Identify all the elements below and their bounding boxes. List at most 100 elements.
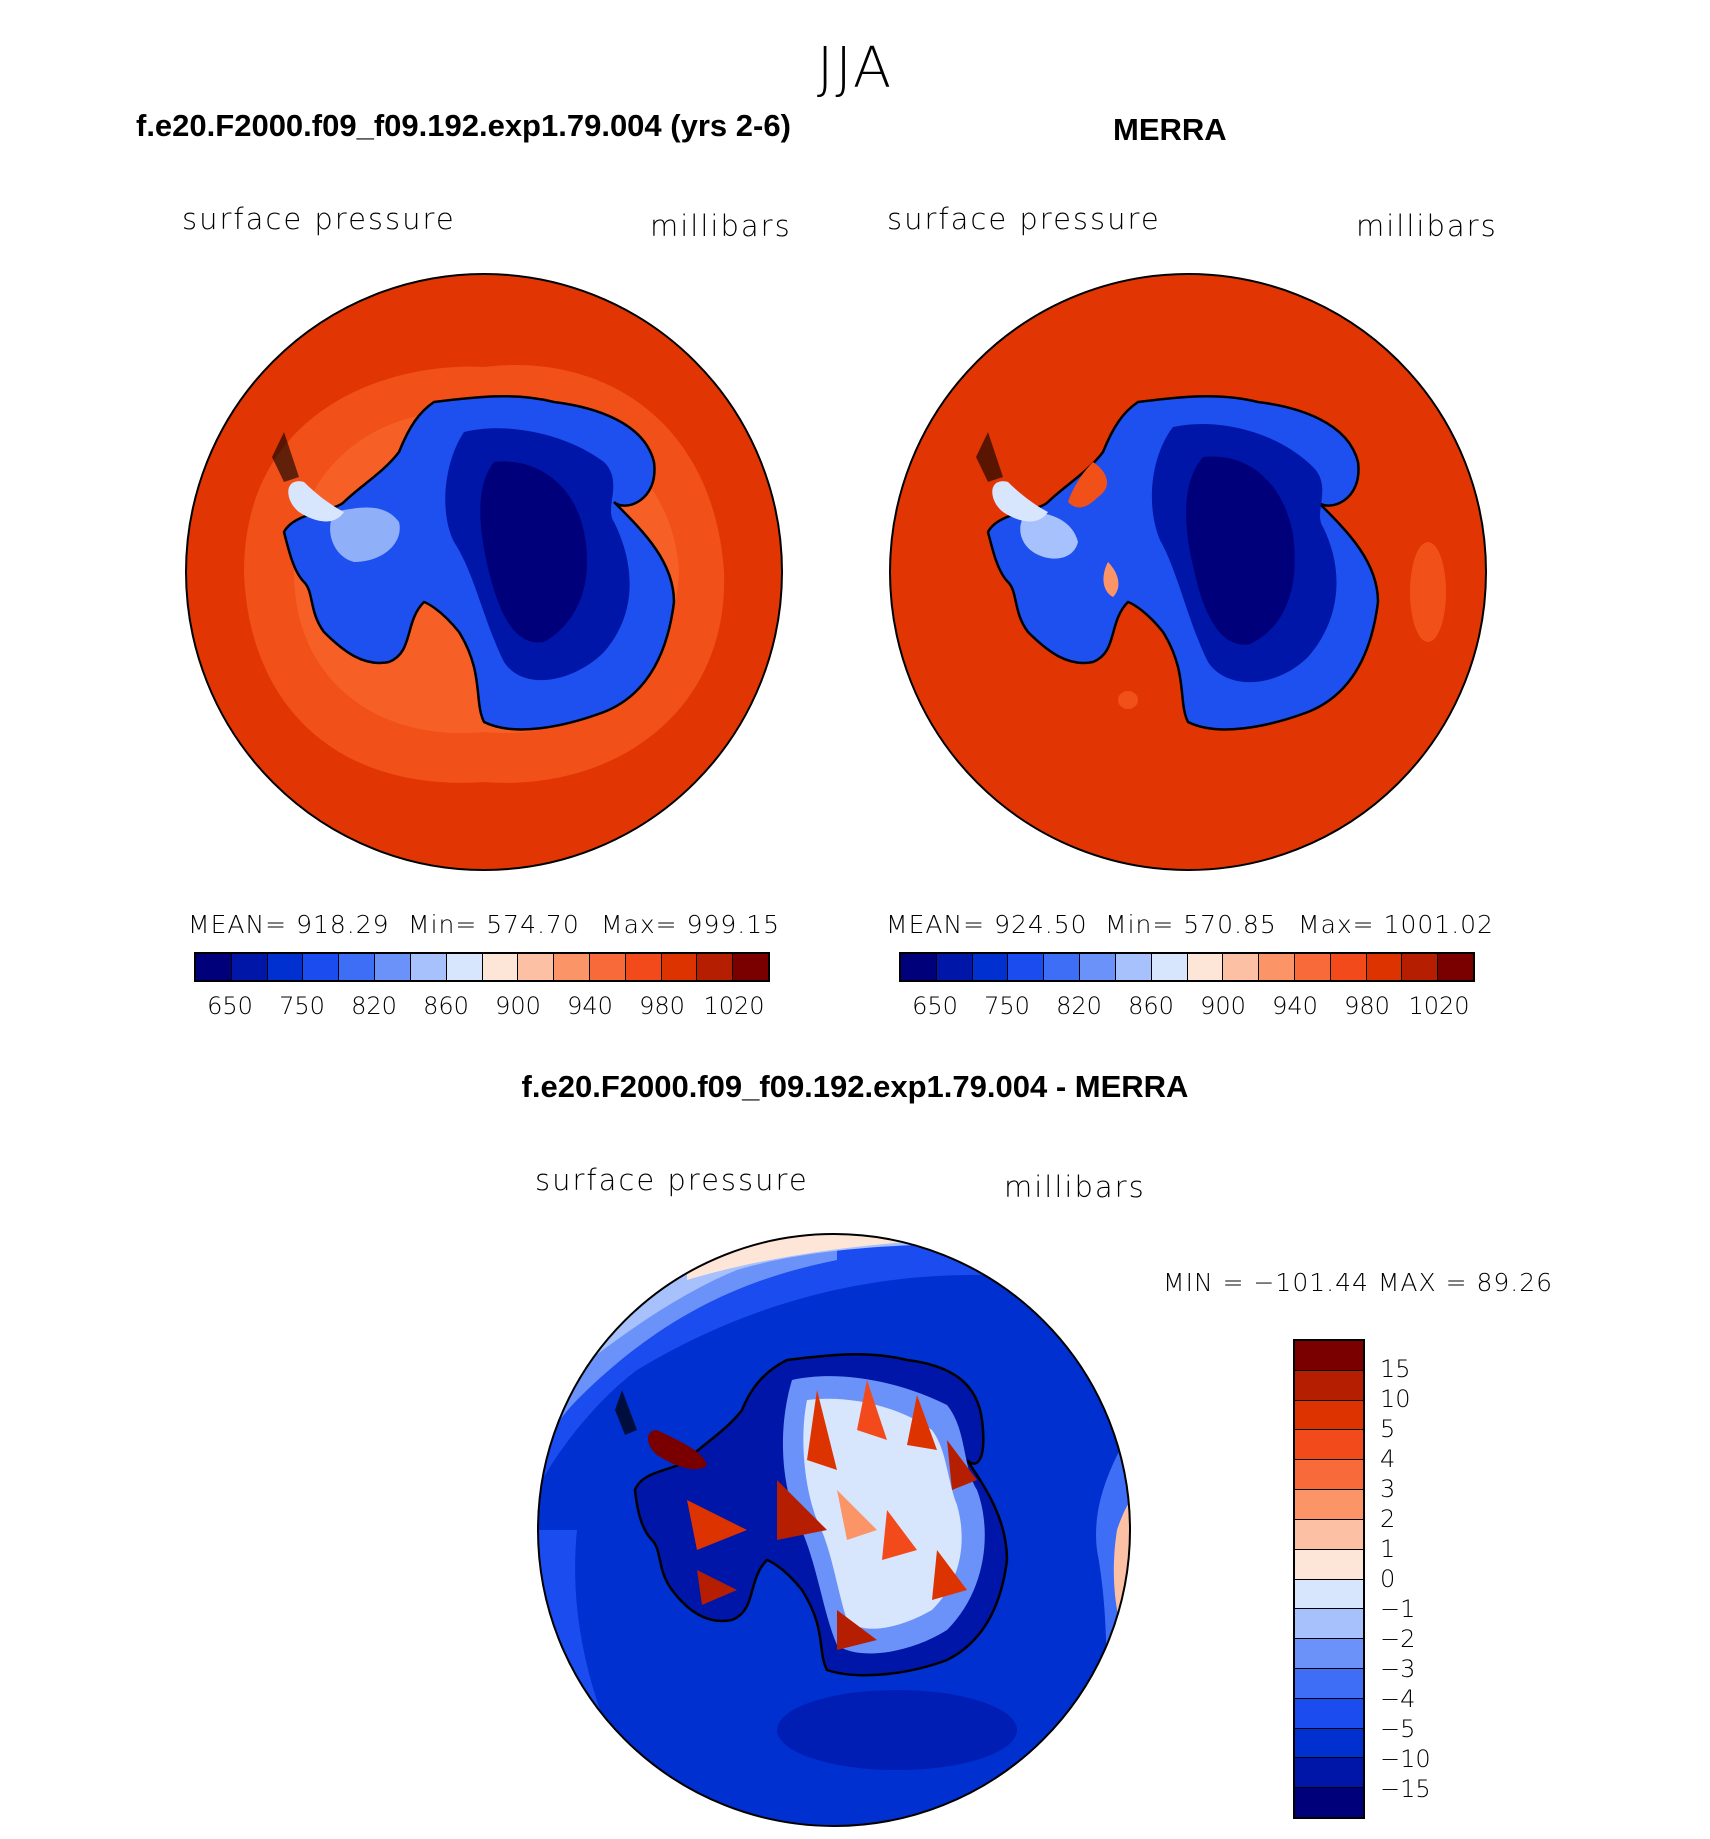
colorbar-swatch xyxy=(1295,1698,1363,1729)
model-mean-stat: MEAN= 918.29 xyxy=(188,910,390,939)
colorbar-swatch xyxy=(1295,1549,1363,1580)
colorbar-swatch xyxy=(1115,954,1152,980)
model-colorbar-tick: 650 xyxy=(207,992,253,1020)
colorbar-swatch xyxy=(697,954,734,980)
model-colorbar-tick: 750 xyxy=(279,992,325,1020)
colorbar-swatch xyxy=(1008,954,1045,980)
diff-colorbar-tick: 2 xyxy=(1380,1505,1396,1533)
diff-colorbar-tick: 4 xyxy=(1380,1445,1396,1473)
diff-colorbar-tick: −15 xyxy=(1380,1775,1431,1803)
colorbar-swatch xyxy=(936,954,973,980)
colorbar-swatch xyxy=(1295,1430,1363,1461)
diff-variable-label: surface pressure xyxy=(535,1163,809,1197)
obs-min-stat: Min= 570.85 xyxy=(1105,910,1277,939)
model-colorbar-tick: 1020 xyxy=(703,992,765,1020)
colorbar-swatch xyxy=(661,954,698,980)
colorbar-swatch xyxy=(1295,1400,1363,1431)
colorbar-swatch xyxy=(410,954,447,980)
obs-panel-title: MERRA xyxy=(1113,112,1227,147)
diff-colorbar-tick: 15 xyxy=(1380,1355,1411,1383)
colorbar-swatch xyxy=(1294,954,1331,980)
model-variable-label: surface pressure xyxy=(182,202,456,236)
colorbar-swatch xyxy=(1080,954,1116,980)
model-map xyxy=(185,273,783,871)
colorbar-swatch xyxy=(196,954,232,980)
colorbar-swatch xyxy=(1295,1579,1363,1610)
colorbar-swatch xyxy=(1295,1490,1363,1520)
model-colorbar-tick: 820 xyxy=(351,992,397,1020)
model-max-stat: Max= 999.15 xyxy=(601,910,781,939)
obs-colorbar-tick: 940 xyxy=(1272,992,1318,1020)
diff-colorbar-tick: −5 xyxy=(1380,1715,1416,1743)
colorbar-swatch xyxy=(901,954,937,980)
colorbar-swatch xyxy=(1295,1609,1363,1640)
obs-colorbar-tick: 900 xyxy=(1200,992,1246,1020)
colorbar-swatch xyxy=(339,954,376,980)
diff-minmax-stat: MIN = −101.44 MAX = 89.26 xyxy=(1163,1268,1554,1297)
obs-colorbar-tick: 980 xyxy=(1344,992,1390,1020)
diff-colorbar-tick: −4 xyxy=(1380,1685,1416,1713)
diff-panel-title: f.e20.F2000.f09_f09.192.exp1.79.004 - ME… xyxy=(521,1069,1189,1104)
colorbar-swatch xyxy=(1295,1758,1363,1789)
colorbar-swatch xyxy=(972,954,1009,980)
model-panel-title: f.e20.F2000.f09_f09.192.exp1.79.004 (yrs… xyxy=(136,108,791,143)
colorbar-swatch xyxy=(1295,1460,1363,1491)
colorbar-swatch xyxy=(1295,1668,1363,1699)
diff-units-label: millibars xyxy=(1004,1170,1146,1204)
model-colorbar-tick: 860 xyxy=(423,992,469,1020)
diff-colorbar-tick: 5 xyxy=(1380,1415,1396,1443)
diff-colorbar-tick: −10 xyxy=(1380,1745,1431,1773)
obs-map xyxy=(889,273,1487,871)
colorbar-swatch xyxy=(482,954,519,980)
colorbar-swatch xyxy=(1330,954,1367,980)
obs-units-label: millibars xyxy=(1356,209,1498,243)
obs-mean-stat: MEAN= 924.50 xyxy=(886,910,1088,939)
colorbar-swatch xyxy=(1295,1519,1363,1550)
model-colorbar-tick: 900 xyxy=(495,992,541,1020)
diff-colorbar-tick: 1 xyxy=(1380,1535,1396,1563)
colorbar-swatch xyxy=(1366,954,1403,980)
colorbar-swatch xyxy=(733,954,768,980)
colorbar-swatch xyxy=(1295,1728,1363,1759)
colorbar-swatch xyxy=(303,954,340,980)
model-colorbar-tick: 980 xyxy=(639,992,685,1020)
obs-colorbar xyxy=(899,952,1475,982)
obs-colorbar-tick: 860 xyxy=(1128,992,1174,1020)
model-min-stat: Min= 574.70 xyxy=(408,910,580,939)
colorbar-swatch xyxy=(1295,1370,1363,1401)
model-colorbar-tick: 940 xyxy=(567,992,613,1020)
colorbar-swatch xyxy=(267,954,304,980)
diff-colorbar-tick: −3 xyxy=(1380,1655,1416,1683)
colorbar-swatch xyxy=(1295,1341,1363,1371)
colorbar-swatch xyxy=(1223,954,1260,980)
model-units-label: millibars xyxy=(650,209,792,243)
colorbar-swatch xyxy=(1402,954,1439,980)
colorbar-swatch xyxy=(375,954,411,980)
season-title: JJA xyxy=(816,36,894,101)
diff-colorbar xyxy=(1293,1339,1365,1819)
colorbar-swatch xyxy=(589,954,626,980)
colorbar-swatch xyxy=(1295,1639,1363,1669)
colorbar-swatch xyxy=(1438,954,1473,980)
colorbar-swatch xyxy=(625,954,662,980)
diff-map xyxy=(537,1233,1131,1827)
obs-colorbar-tick: 750 xyxy=(984,992,1030,1020)
obs-colorbar-tick: 650 xyxy=(912,992,958,1020)
colorbar-swatch xyxy=(554,954,590,980)
colorbar-swatch xyxy=(1044,954,1081,980)
obs-max-stat: Max= 1001.02 xyxy=(1298,910,1494,939)
obs-variable-label: surface pressure xyxy=(887,202,1161,236)
obs-colorbar-tick: 1020 xyxy=(1408,992,1470,1020)
diff-colorbar-tick: 0 xyxy=(1380,1565,1396,1593)
colorbar-swatch xyxy=(1259,954,1295,980)
colorbar-swatch xyxy=(518,954,555,980)
colorbar-swatch xyxy=(1151,954,1188,980)
diff-colorbar-tick: 10 xyxy=(1380,1385,1411,1413)
colorbar-swatch xyxy=(446,954,483,980)
diff-colorbar-tick: 3 xyxy=(1380,1475,1396,1503)
model-colorbar xyxy=(194,952,770,982)
obs-colorbar-tick: 820 xyxy=(1056,992,1102,1020)
colorbar-swatch xyxy=(1187,954,1224,980)
diff-colorbar-tick: −1 xyxy=(1380,1595,1416,1623)
colorbar-swatch xyxy=(231,954,268,980)
